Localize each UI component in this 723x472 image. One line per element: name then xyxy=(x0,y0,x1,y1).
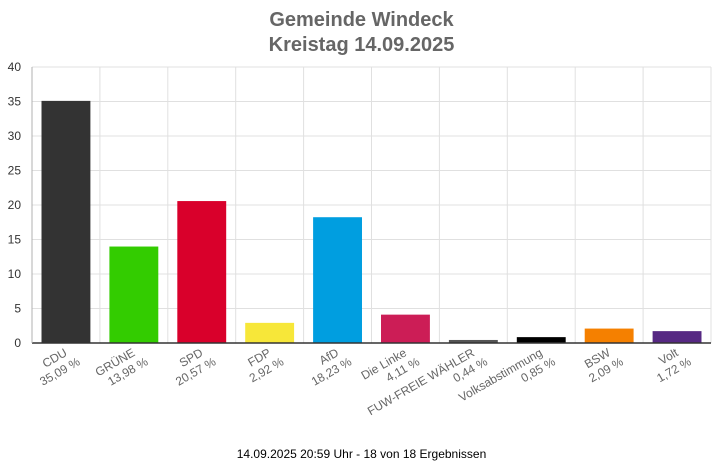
bar-cdu xyxy=(41,100,91,343)
bar-die-linke xyxy=(381,314,430,343)
chart-subtitle: Kreistag 14.09.2025 xyxy=(268,34,455,56)
y-tick-label: 0 xyxy=(14,336,21,350)
bar-afd xyxy=(313,217,362,343)
bar-fdp xyxy=(245,322,295,343)
bar-grüne xyxy=(109,246,159,343)
y-tick-label: 40 xyxy=(8,60,22,74)
chart-title: Gemeinde Windeck xyxy=(269,9,454,31)
bar-bsw xyxy=(584,328,634,343)
results-footer: 14.09.2025 20:59 Uhr - 18 von 18 Ergebni… xyxy=(236,447,487,461)
y-tick-label: 5 xyxy=(14,302,21,316)
bar-spd xyxy=(177,201,227,343)
y-tick-label: 20 xyxy=(8,198,22,212)
y-tick-label: 35 xyxy=(8,95,22,109)
bar-volt xyxy=(652,331,702,343)
bar-fuw-freie-wähler xyxy=(448,339,498,343)
y-tick-label: 25 xyxy=(8,164,22,178)
bar-volksabstimmung xyxy=(516,337,566,343)
y-tick-label: 15 xyxy=(8,233,22,247)
y-tick-label: 30 xyxy=(8,129,22,143)
y-tick-label: 10 xyxy=(8,267,22,281)
